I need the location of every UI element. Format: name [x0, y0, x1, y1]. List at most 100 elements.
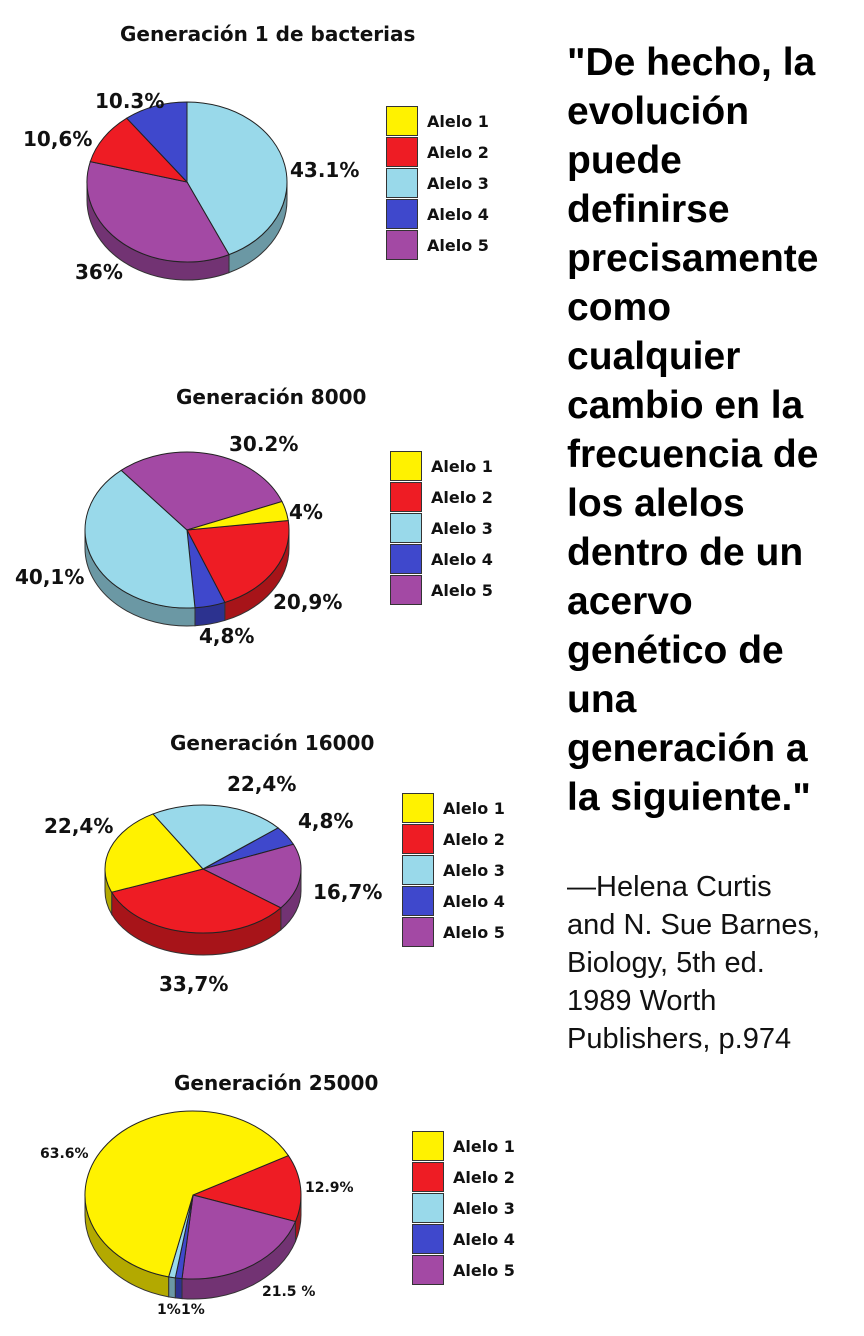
legend-swatch: [402, 917, 434, 947]
legend-label: Alelo 1: [431, 457, 493, 476]
data-label-alelo-5: 16,7%: [313, 880, 382, 904]
quote-line: cualquier: [567, 335, 741, 378]
pie-slice-alelo-5: [201, 843, 302, 909]
quote-text: "De hecho, la evolución puede definirse …: [567, 38, 857, 822]
chart-title-gen-1: Generación 1 de bacterias: [120, 22, 416, 46]
legend-label: Alelo 5: [431, 581, 493, 600]
legend-swatch: [390, 482, 422, 512]
legend-swatch: [402, 855, 434, 885]
legend-swatch: [412, 1162, 444, 1192]
legend-label: Alelo 2: [443, 830, 505, 849]
legend-swatch: [402, 824, 434, 854]
pie-slice-alelo-5: [120, 451, 283, 531]
legend-label: Alelo 2: [431, 488, 493, 507]
legend-swatch: [386, 106, 418, 136]
attribution-line: Biology, 5th ed.: [567, 947, 765, 979]
quote-line: puede: [567, 139, 682, 182]
quote-line: cambio en la: [567, 384, 804, 427]
quote-line: la siguiente.": [567, 776, 811, 819]
legend-swatch: [402, 886, 434, 916]
data-label-alelo-2: 10,6%: [23, 127, 92, 151]
data-label-alelo-2: 33,7%: [159, 972, 228, 996]
chart-title-gen-8000: Generación 8000: [176, 385, 367, 409]
legend-label: Alelo 4: [431, 550, 493, 569]
data-label-alelo-4: 4,8%: [298, 809, 353, 833]
data-label-alelo-4: 4,8%: [199, 624, 254, 648]
attribution-line: Publishers, p.974: [567, 1023, 792, 1055]
quote-line: acervo: [567, 580, 693, 623]
chart-title-gen-16000: Generación 16000: [170, 731, 375, 755]
data-label-alelo-4: 1%: [157, 1302, 181, 1318]
quote-line: evolución: [567, 90, 750, 133]
legend-label: Alelo 5: [443, 923, 505, 942]
data-label-alelo-2: 20,9%: [273, 590, 342, 614]
legend-swatch: [390, 575, 422, 605]
pie-side-alelo-3: [168, 1276, 176, 1299]
pie-slice-alelo-2: [110, 868, 282, 934]
legend-label: Alelo 1: [453, 1137, 515, 1156]
legend-label: Alelo 5: [427, 236, 489, 255]
data-label-alelo-3: 1%: [181, 1302, 205, 1318]
attribution-line: 1989 Worth: [567, 985, 717, 1017]
pie-slice-alelo-3: [186, 101, 288, 256]
data-label-alelo-5: 30.2%: [229, 432, 298, 456]
pie-group-1: 4% 20,9% 40,1% 4,8% 30.2%: [15, 432, 342, 648]
quote-line: los alelos: [567, 482, 745, 525]
pie-slice-alelo-2: [191, 1154, 302, 1223]
legend-label: Alelo 3: [453, 1199, 515, 1218]
quote-line: genético de: [567, 629, 784, 672]
pie-group-3: 63.6% 12.9% 1%1% 21.5 %: [40, 1110, 354, 1318]
legend-label: Alelo 5: [453, 1261, 515, 1280]
data-label-alelo-3: 22,4%: [227, 772, 296, 796]
pie-slice-alelo-1: [104, 813, 204, 893]
legend-label: Alelo 4: [443, 892, 505, 911]
legend-swatch: [386, 168, 418, 198]
legend-swatch: [390, 544, 422, 574]
legend-label: Alelo 1: [427, 112, 489, 131]
pie-slice-alelo-5: [181, 1194, 297, 1280]
legend-swatch: [386, 137, 418, 167]
quote-attribution: —Helena Curtis and N. Sue Barnes, Biolog…: [567, 868, 862, 1058]
data-label-alelo-1: 63.6%: [40, 1146, 89, 1162]
legend-label: Alelo 3: [431, 519, 493, 538]
legend-swatch: [412, 1193, 444, 1223]
legend-label: Alelo 4: [427, 205, 489, 224]
pie-slice-alelo-1: [84, 1110, 290, 1278]
legend-label: Alelo 3: [427, 174, 489, 193]
data-label-alelo-5: 36%: [75, 260, 123, 284]
legend-label: Alelo 4: [453, 1230, 515, 1249]
legend-swatch: [390, 513, 422, 543]
quote-line: dentro de un: [567, 531, 804, 574]
pie-group-2: 22,4%33,7%22,4%4,8%16,7%: [44, 772, 382, 996]
data-label-alelo-1: 4%: [289, 500, 323, 524]
pie-slice-alelo-3: [84, 469, 196, 609]
legend-swatch: [412, 1255, 444, 1285]
legend-label: Alelo 2: [427, 143, 489, 162]
legend-swatch: [386, 199, 418, 229]
legend-label: Alelo 3: [443, 861, 505, 880]
legend-label: Alelo 2: [453, 1168, 515, 1187]
quote-line: generación a: [567, 727, 808, 770]
data-label-alelo-3: 40,1%: [15, 565, 84, 589]
pie-slice-alelo-3: [152, 804, 279, 870]
legend-swatch: [402, 793, 434, 823]
data-label-alelo-5: 21.5 %: [262, 1284, 315, 1300]
quote-line: frecuencia de: [567, 433, 819, 476]
pie-slice-alelo-1: [186, 500, 289, 531]
quote-line: definirse: [567, 188, 730, 231]
legend-swatch: [390, 451, 422, 481]
pie-side-alelo-4: [174, 1277, 183, 1300]
chart-title-gen-25000: Generación 25000: [174, 1071, 379, 1095]
data-label-alelo-1: 22,4%: [44, 814, 113, 838]
attribution-line: and N. Sue Barnes,: [567, 909, 821, 941]
quote-line: precisamente: [567, 237, 819, 280]
pie-group-0: 10,6% 43.1% 10.3% 36%: [23, 89, 359, 284]
data-label-alelo-4: 10.3%: [95, 89, 164, 113]
data-label-alelo-3: 43.1%: [290, 158, 359, 182]
quote-line: una: [567, 678, 637, 721]
legend-swatch: [412, 1224, 444, 1254]
pie-slice-alelo-5: [86, 161, 230, 263]
data-label-alelo-2: 12.9%: [305, 1180, 354, 1196]
pie-slice-alelo-4: [125, 101, 188, 184]
